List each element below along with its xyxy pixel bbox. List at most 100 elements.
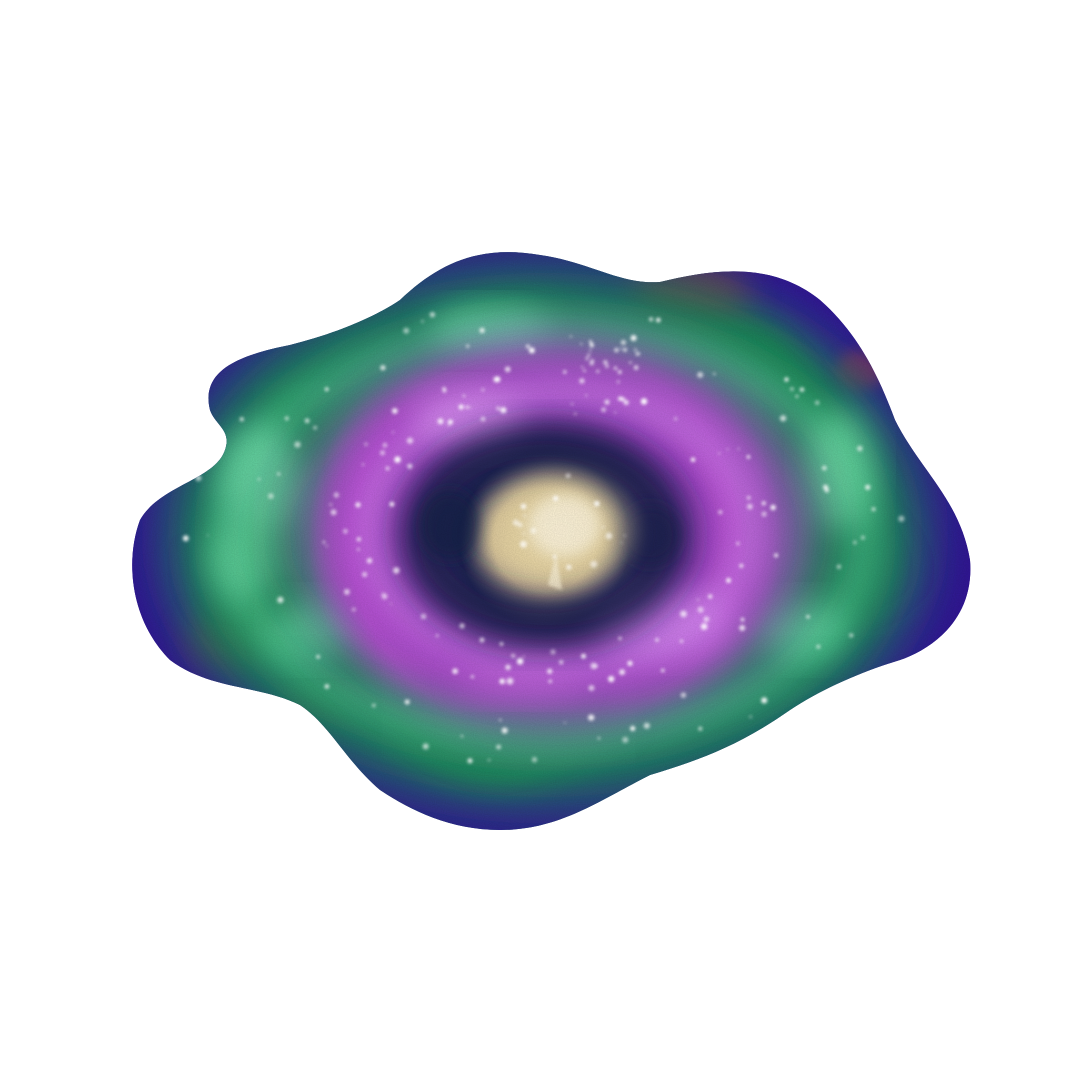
star-dot: [574, 412, 577, 415]
star-dot: [865, 484, 871, 490]
star-dot: [860, 535, 865, 540]
star-dot: [708, 594, 713, 599]
star-dot: [304, 418, 310, 424]
star-dot: [284, 416, 289, 421]
star-dot: [535, 517, 537, 520]
star-dot: [736, 541, 740, 546]
star-dot: [501, 727, 508, 734]
star-dot: [520, 503, 527, 510]
star-dot: [511, 653, 514, 656]
star-dot: [614, 411, 617, 414]
star-dot: [622, 736, 629, 743]
star-dot: [613, 366, 618, 370]
star-dot: [618, 636, 622, 640]
star-dot: [853, 540, 857, 545]
star-dot: [343, 529, 348, 534]
star-dot: [680, 610, 687, 618]
star-dot: [594, 664, 598, 668]
star-dot: [322, 540, 326, 544]
star-dot: [512, 519, 519, 526]
star-dot: [698, 726, 703, 731]
star-dot: [589, 349, 592, 352]
star-dot: [602, 526, 605, 529]
star-dot: [294, 441, 301, 448]
star-dot: [394, 456, 401, 463]
star-dot: [380, 450, 385, 456]
star-dot: [587, 353, 591, 357]
star-dot: [333, 492, 339, 498]
star-dot: [404, 699, 410, 705]
star-dot: [621, 397, 625, 402]
star-dot: [479, 637, 485, 643]
star-dot: [372, 703, 376, 708]
star-dot: [530, 527, 537, 534]
star-dot: [718, 510, 723, 515]
star-dot: [324, 684, 330, 689]
star-dot: [700, 623, 708, 630]
star-dot: [601, 407, 606, 413]
star-dot: [467, 758, 473, 764]
star-dot: [849, 633, 854, 638]
star-dot: [520, 540, 527, 548]
star-dot: [488, 759, 491, 762]
star-dot: [517, 522, 523, 528]
star-dot: [460, 735, 464, 738]
star-dot: [746, 455, 751, 459]
star-dot: [207, 534, 209, 537]
star-dot: [614, 347, 619, 353]
star-dot: [458, 404, 464, 410]
star-dot: [697, 371, 704, 378]
star-dot: [581, 366, 584, 369]
star-dot: [364, 442, 368, 446]
star-dot: [620, 541, 623, 544]
star-dot: [806, 615, 810, 619]
star-dot: [761, 511, 767, 517]
star-dot: [326, 545, 328, 547]
star-dot: [761, 697, 768, 704]
star-dot: [494, 376, 501, 383]
star-dot: [588, 714, 595, 721]
star-dot: [277, 596, 284, 604]
star-dot: [761, 501, 766, 506]
star-dot: [643, 722, 650, 729]
star-dot: [585, 357, 589, 361]
star-dot: [466, 344, 470, 348]
star-dot: [747, 503, 753, 510]
star-dot: [680, 692, 687, 698]
star-dot: [588, 685, 595, 691]
star-dot: [630, 335, 637, 341]
star-dot: [580, 342, 583, 346]
star-dot: [822, 465, 827, 471]
star-dot: [462, 394, 466, 398]
star-dot: [661, 668, 665, 673]
star-dot: [616, 380, 620, 384]
star-dot: [257, 478, 261, 481]
star-dot: [552, 555, 557, 559]
star-dot: [605, 532, 613, 540]
star-dot: [737, 447, 740, 450]
star-dot: [362, 463, 365, 466]
star-dot: [465, 405, 470, 409]
star-dot: [594, 501, 600, 507]
star-dot: [435, 634, 439, 637]
star-dot: [499, 642, 504, 646]
star-dot: [816, 644, 821, 649]
star-dot: [553, 495, 559, 501]
star-dot: [529, 347, 535, 354]
star-dot: [316, 655, 320, 659]
star-dot: [448, 419, 453, 425]
star-dot: [790, 387, 794, 391]
star-dot: [447, 424, 450, 427]
star-dot: [836, 564, 841, 569]
star-dot: [500, 407, 507, 414]
star-dot: [620, 340, 626, 345]
star-dot: [740, 617, 745, 622]
star-dot: [422, 743, 429, 750]
star-dot: [381, 592, 384, 595]
star-dot: [550, 649, 556, 655]
star-dot: [499, 718, 502, 722]
star-dot: [407, 463, 413, 469]
star-dot: [547, 668, 553, 674]
star-dot: [696, 598, 700, 601]
